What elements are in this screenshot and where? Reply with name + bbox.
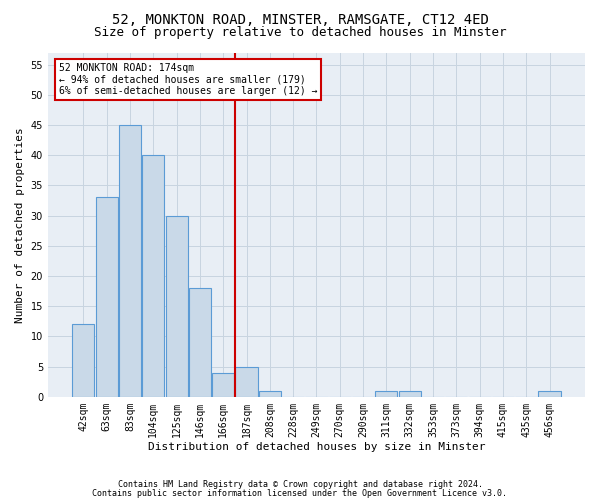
Bar bbox=[212, 372, 235, 397]
Bar bbox=[398, 391, 421, 397]
Y-axis label: Number of detached properties: Number of detached properties bbox=[15, 127, 25, 322]
Bar bbox=[119, 125, 141, 397]
Text: 52, MONKTON ROAD, MINSTER, RAMSGATE, CT12 4ED: 52, MONKTON ROAD, MINSTER, RAMSGATE, CT1… bbox=[112, 12, 488, 26]
Bar bbox=[73, 324, 94, 397]
Bar bbox=[538, 391, 560, 397]
Bar bbox=[189, 288, 211, 397]
Text: Size of property relative to detached houses in Minster: Size of property relative to detached ho… bbox=[94, 26, 506, 39]
Bar bbox=[142, 155, 164, 397]
Bar bbox=[376, 391, 397, 397]
Bar bbox=[235, 366, 257, 397]
Text: Contains HM Land Registry data © Crown copyright and database right 2024.: Contains HM Land Registry data © Crown c… bbox=[118, 480, 482, 489]
Bar bbox=[95, 198, 118, 397]
Bar bbox=[166, 216, 188, 397]
X-axis label: Distribution of detached houses by size in Minster: Distribution of detached houses by size … bbox=[148, 442, 485, 452]
Text: 52 MONKTON ROAD: 174sqm
← 94% of detached houses are smaller (179)
6% of semi-de: 52 MONKTON ROAD: 174sqm ← 94% of detache… bbox=[59, 63, 317, 96]
Bar bbox=[259, 391, 281, 397]
Text: Contains public sector information licensed under the Open Government Licence v3: Contains public sector information licen… bbox=[92, 488, 508, 498]
